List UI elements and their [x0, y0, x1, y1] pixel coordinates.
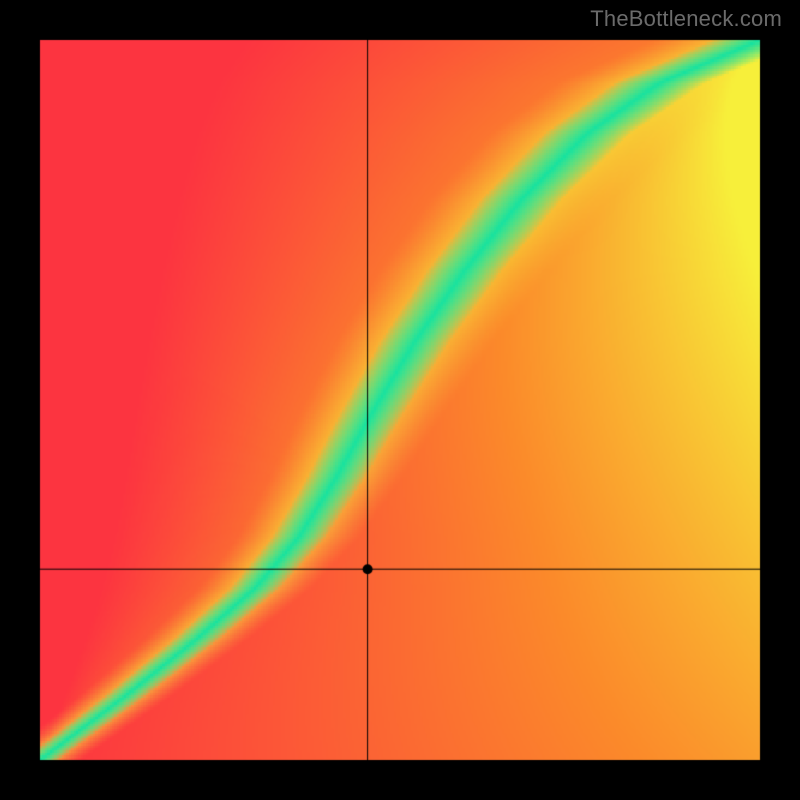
- watermark-text: TheBottleneck.com: [590, 6, 782, 32]
- bottleneck-heatmap: [0, 0, 800, 800]
- chart-container: TheBottleneck.com: [0, 0, 800, 800]
